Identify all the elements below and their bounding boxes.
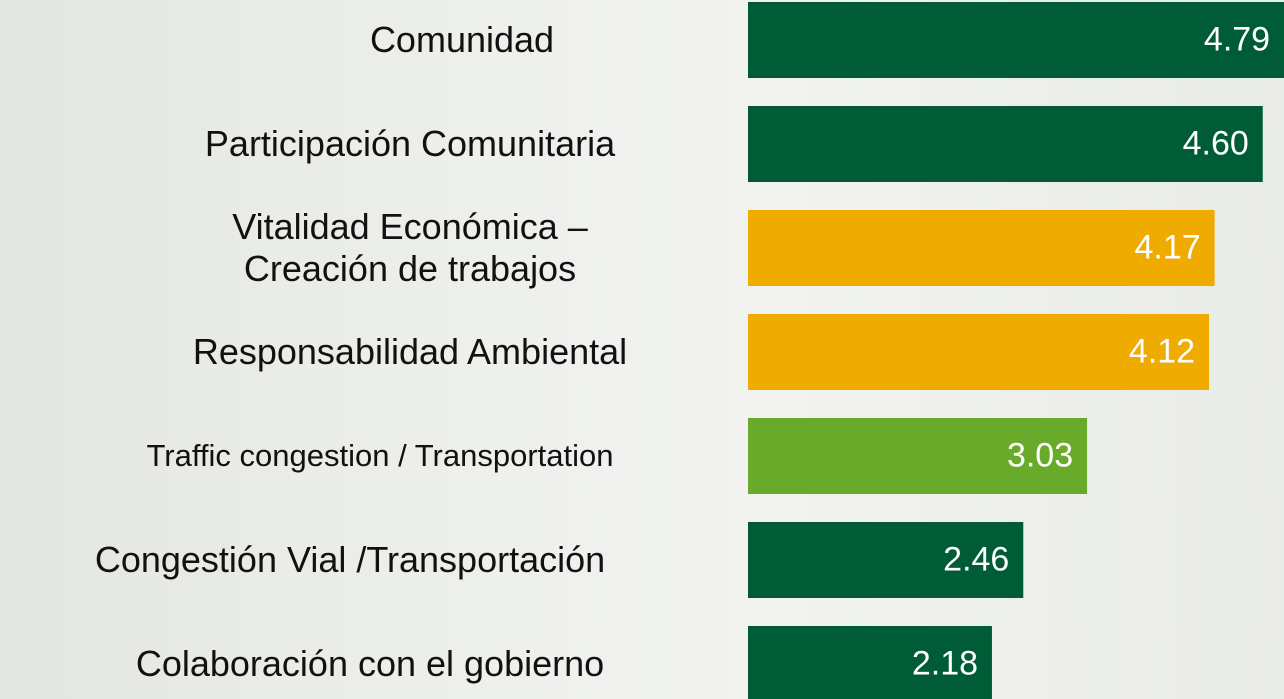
category-label: Traffic congestion / Transportation — [146, 438, 614, 473]
bar — [748, 2, 1284, 78]
value-label: 2.46 — [943, 540, 1010, 579]
bar — [748, 106, 1263, 182]
category-label: Congestión Vial /Transportación — [94, 539, 606, 580]
value-label: 2.18 — [911, 644, 979, 683]
category-label: Comunidad — [369, 19, 555, 60]
value-label: 4.79 — [1203, 20, 1271, 59]
value-label: 4.60 — [1182, 124, 1249, 163]
category-label: Responsabilidad Ambiental — [192, 331, 628, 372]
bar — [748, 210, 1215, 286]
category-label: Vitalidad Económica – Creación de trabaj… — [232, 206, 588, 289]
bar — [748, 314, 1210, 390]
bar — [748, 626, 992, 699]
category-label: Colaboración con el gobierno — [135, 643, 605, 684]
value-label: 4.12 — [1128, 332, 1196, 371]
value-label: 3.03 — [1006, 436, 1074, 475]
bar — [748, 522, 1024, 598]
bar — [748, 418, 1088, 494]
category-label: Participación Comunitaria — [204, 123, 616, 164]
value-label: 4.17 — [1134, 228, 1201, 267]
